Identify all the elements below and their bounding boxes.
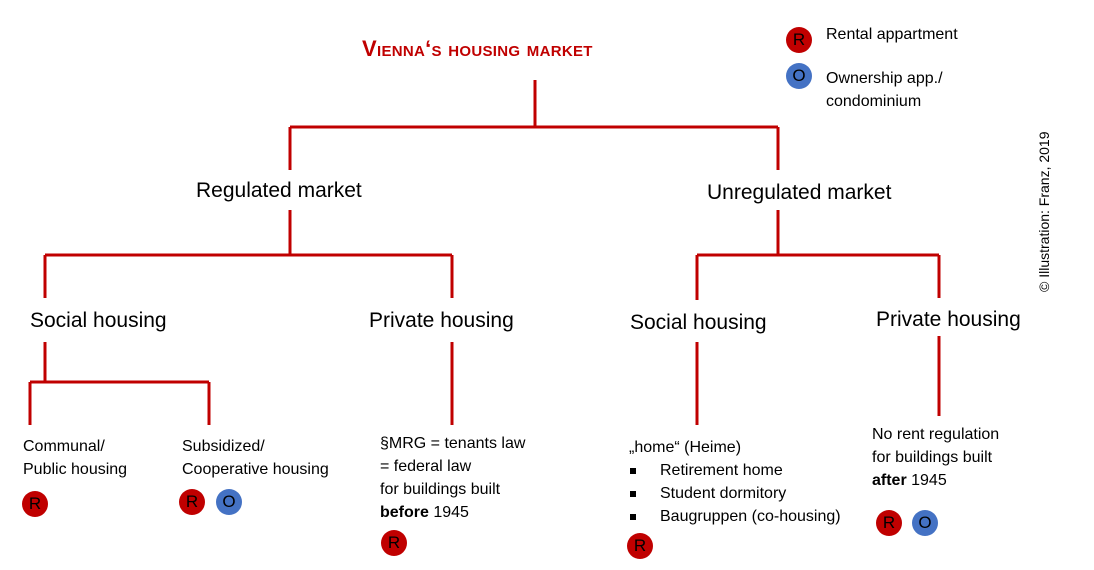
heime-text: „home“ (Heime) Retirement home Student d… <box>629 436 841 528</box>
no-rent-regulation-text: No rent regulation for buildings built a… <box>872 423 999 492</box>
unregulated-private-ownership-badge: O <box>912 510 938 536</box>
mrg-line-4: before 1945 <box>380 501 525 524</box>
regulated-social-housing-label: Social housing <box>30 309 167 332</box>
regulated-market-label: Regulated market <box>196 179 362 202</box>
heime-item-dormitory: Student dormitory <box>629 482 841 505</box>
mrg-line-3: for buildings built <box>380 481 501 498</box>
mrg-line-1: §MRG = tenants law <box>380 435 526 452</box>
legend-rental-badge: R <box>786 27 812 53</box>
mrg-line-2: = federal law <box>380 458 472 475</box>
mrg-before-keyword: before <box>380 504 429 521</box>
no-regulation-line-3: after 1945 <box>872 469 999 492</box>
heime-item-baugruppen: Baugruppen (co-housing) <box>629 505 841 528</box>
communal-line-2: Public housing <box>23 461 128 478</box>
subsidized-rental-badge: R <box>179 489 205 515</box>
legend-rental-label: Rental appartment <box>826 26 958 43</box>
regulated-private-housing-label: Private housing <box>369 309 514 332</box>
mrg-law-text: §MRG = tenants law = federal law for bui… <box>380 432 525 524</box>
no-regulation-year: 1945 <box>906 472 947 489</box>
subsidized-line-2: Cooperative housing <box>182 461 329 478</box>
heime-intro: „home“ (Heime) <box>629 439 742 456</box>
copyright-note: © Illustration: Franz, 2019 <box>1036 131 1052 292</box>
legend-ownership-label-2: condominium <box>826 93 922 110</box>
no-regulation-line-1: No rent regulation <box>872 426 1000 443</box>
unregulated-social-housing-label: Social housing <box>630 311 767 334</box>
subsidized-housing-text: Subsidized/ Cooperative housing <box>182 435 329 481</box>
subsidized-ownership-badge: O <box>216 489 242 515</box>
unregulated-private-rental-badge: R <box>876 510 902 536</box>
no-regulation-line-2: for buildings built <box>872 449 993 466</box>
communal-rental-badge: R <box>22 491 48 517</box>
heime-item-retirement: Retirement home <box>629 459 841 482</box>
unregulated-social-rental-badge: R <box>627 533 653 559</box>
legend-ownership-label-1: Ownership app./ <box>826 70 943 87</box>
heime-list: Retirement home Student dormitory Baugru… <box>629 459 841 528</box>
unregulated-private-housing-label: Private housing <box>876 308 1021 331</box>
mrg-year: 1945 <box>428 504 469 521</box>
communal-housing-text: Communal/ Public housing <box>23 435 127 481</box>
subsidized-line-1: Subsidized/ <box>182 438 265 455</box>
legend-ownership-badge: O <box>786 63 812 89</box>
diagram-title: Vienna‘s housing market <box>362 36 593 61</box>
unregulated-market-label: Unregulated market <box>707 181 892 204</box>
no-regulation-after-keyword: after <box>872 472 907 489</box>
communal-line-1: Communal/ <box>23 438 105 455</box>
regulated-private-rental-badge: R <box>381 530 407 556</box>
